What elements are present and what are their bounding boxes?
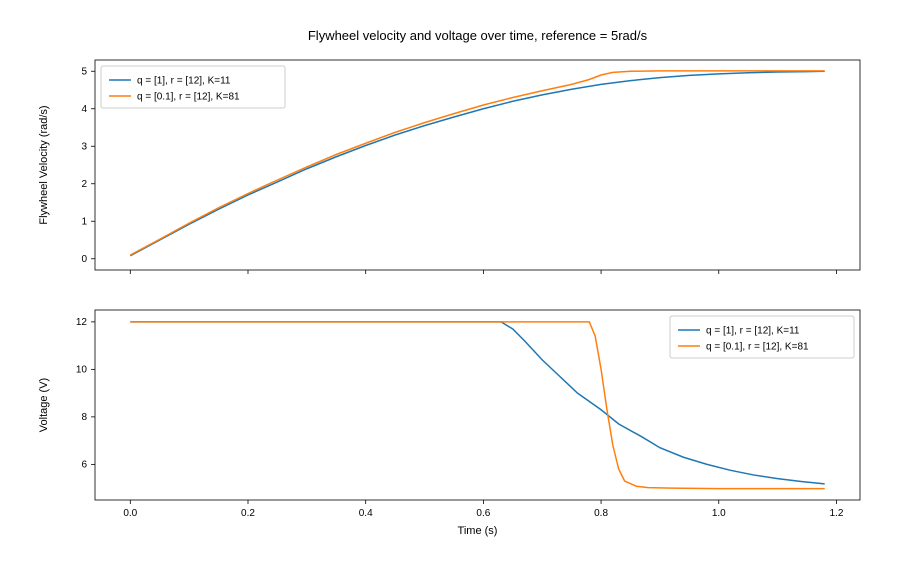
figure: Flywheel velocity and voltage over time,… bbox=[0, 0, 902, 576]
y-tick-label: 6 bbox=[81, 459, 87, 470]
x-tick-label: 0.2 bbox=[241, 508, 255, 519]
x-tick-label: 0.0 bbox=[123, 508, 137, 519]
y-tick-label: 4 bbox=[81, 104, 87, 115]
y-tick-label: 12 bbox=[76, 317, 88, 328]
y-tick-label: 8 bbox=[81, 412, 87, 423]
x-tick-label: 1.0 bbox=[712, 508, 726, 519]
y-tick-label: 5 bbox=[81, 66, 87, 77]
y-axis-label: Voltage (V) bbox=[38, 378, 50, 432]
y-tick-label: 10 bbox=[76, 364, 88, 375]
legend-label: q = [0.1], r = [12], K=81 bbox=[137, 92, 240, 103]
legend: q = [1], r = [12], K=11 q = [0.1], r = [1… bbox=[101, 66, 285, 108]
legend: q = [1], r = [12], K=11 q = [0.1], r = [1… bbox=[670, 316, 854, 358]
x-tick-label: 0.4 bbox=[359, 508, 373, 519]
y-tick-label: 1 bbox=[81, 216, 87, 227]
y-axis-label: Flywheel Velocity (rad/s) bbox=[38, 105, 50, 224]
y-tick-label: 3 bbox=[81, 141, 87, 152]
x-axis-label: Time (s) bbox=[458, 525, 498, 537]
legend-label: q = [0.1], r = [12], K=81 bbox=[706, 342, 809, 353]
x-tick-label: 0.6 bbox=[476, 508, 490, 519]
legend-label: q = [1], r = [12], K=11 bbox=[137, 76, 231, 87]
chart-title: Flywheel velocity and voltage over time,… bbox=[308, 28, 648, 43]
x-tick-label: 1.2 bbox=[830, 508, 844, 519]
y-tick-label: 0 bbox=[81, 254, 87, 265]
legend-label: q = [1], r = [12], K=11 bbox=[706, 326, 800, 337]
x-tick-label: 0.8 bbox=[594, 508, 608, 519]
y-tick-label: 2 bbox=[81, 179, 87, 190]
chart-svg: Flywheel velocity and voltage over time,… bbox=[0, 0, 902, 576]
